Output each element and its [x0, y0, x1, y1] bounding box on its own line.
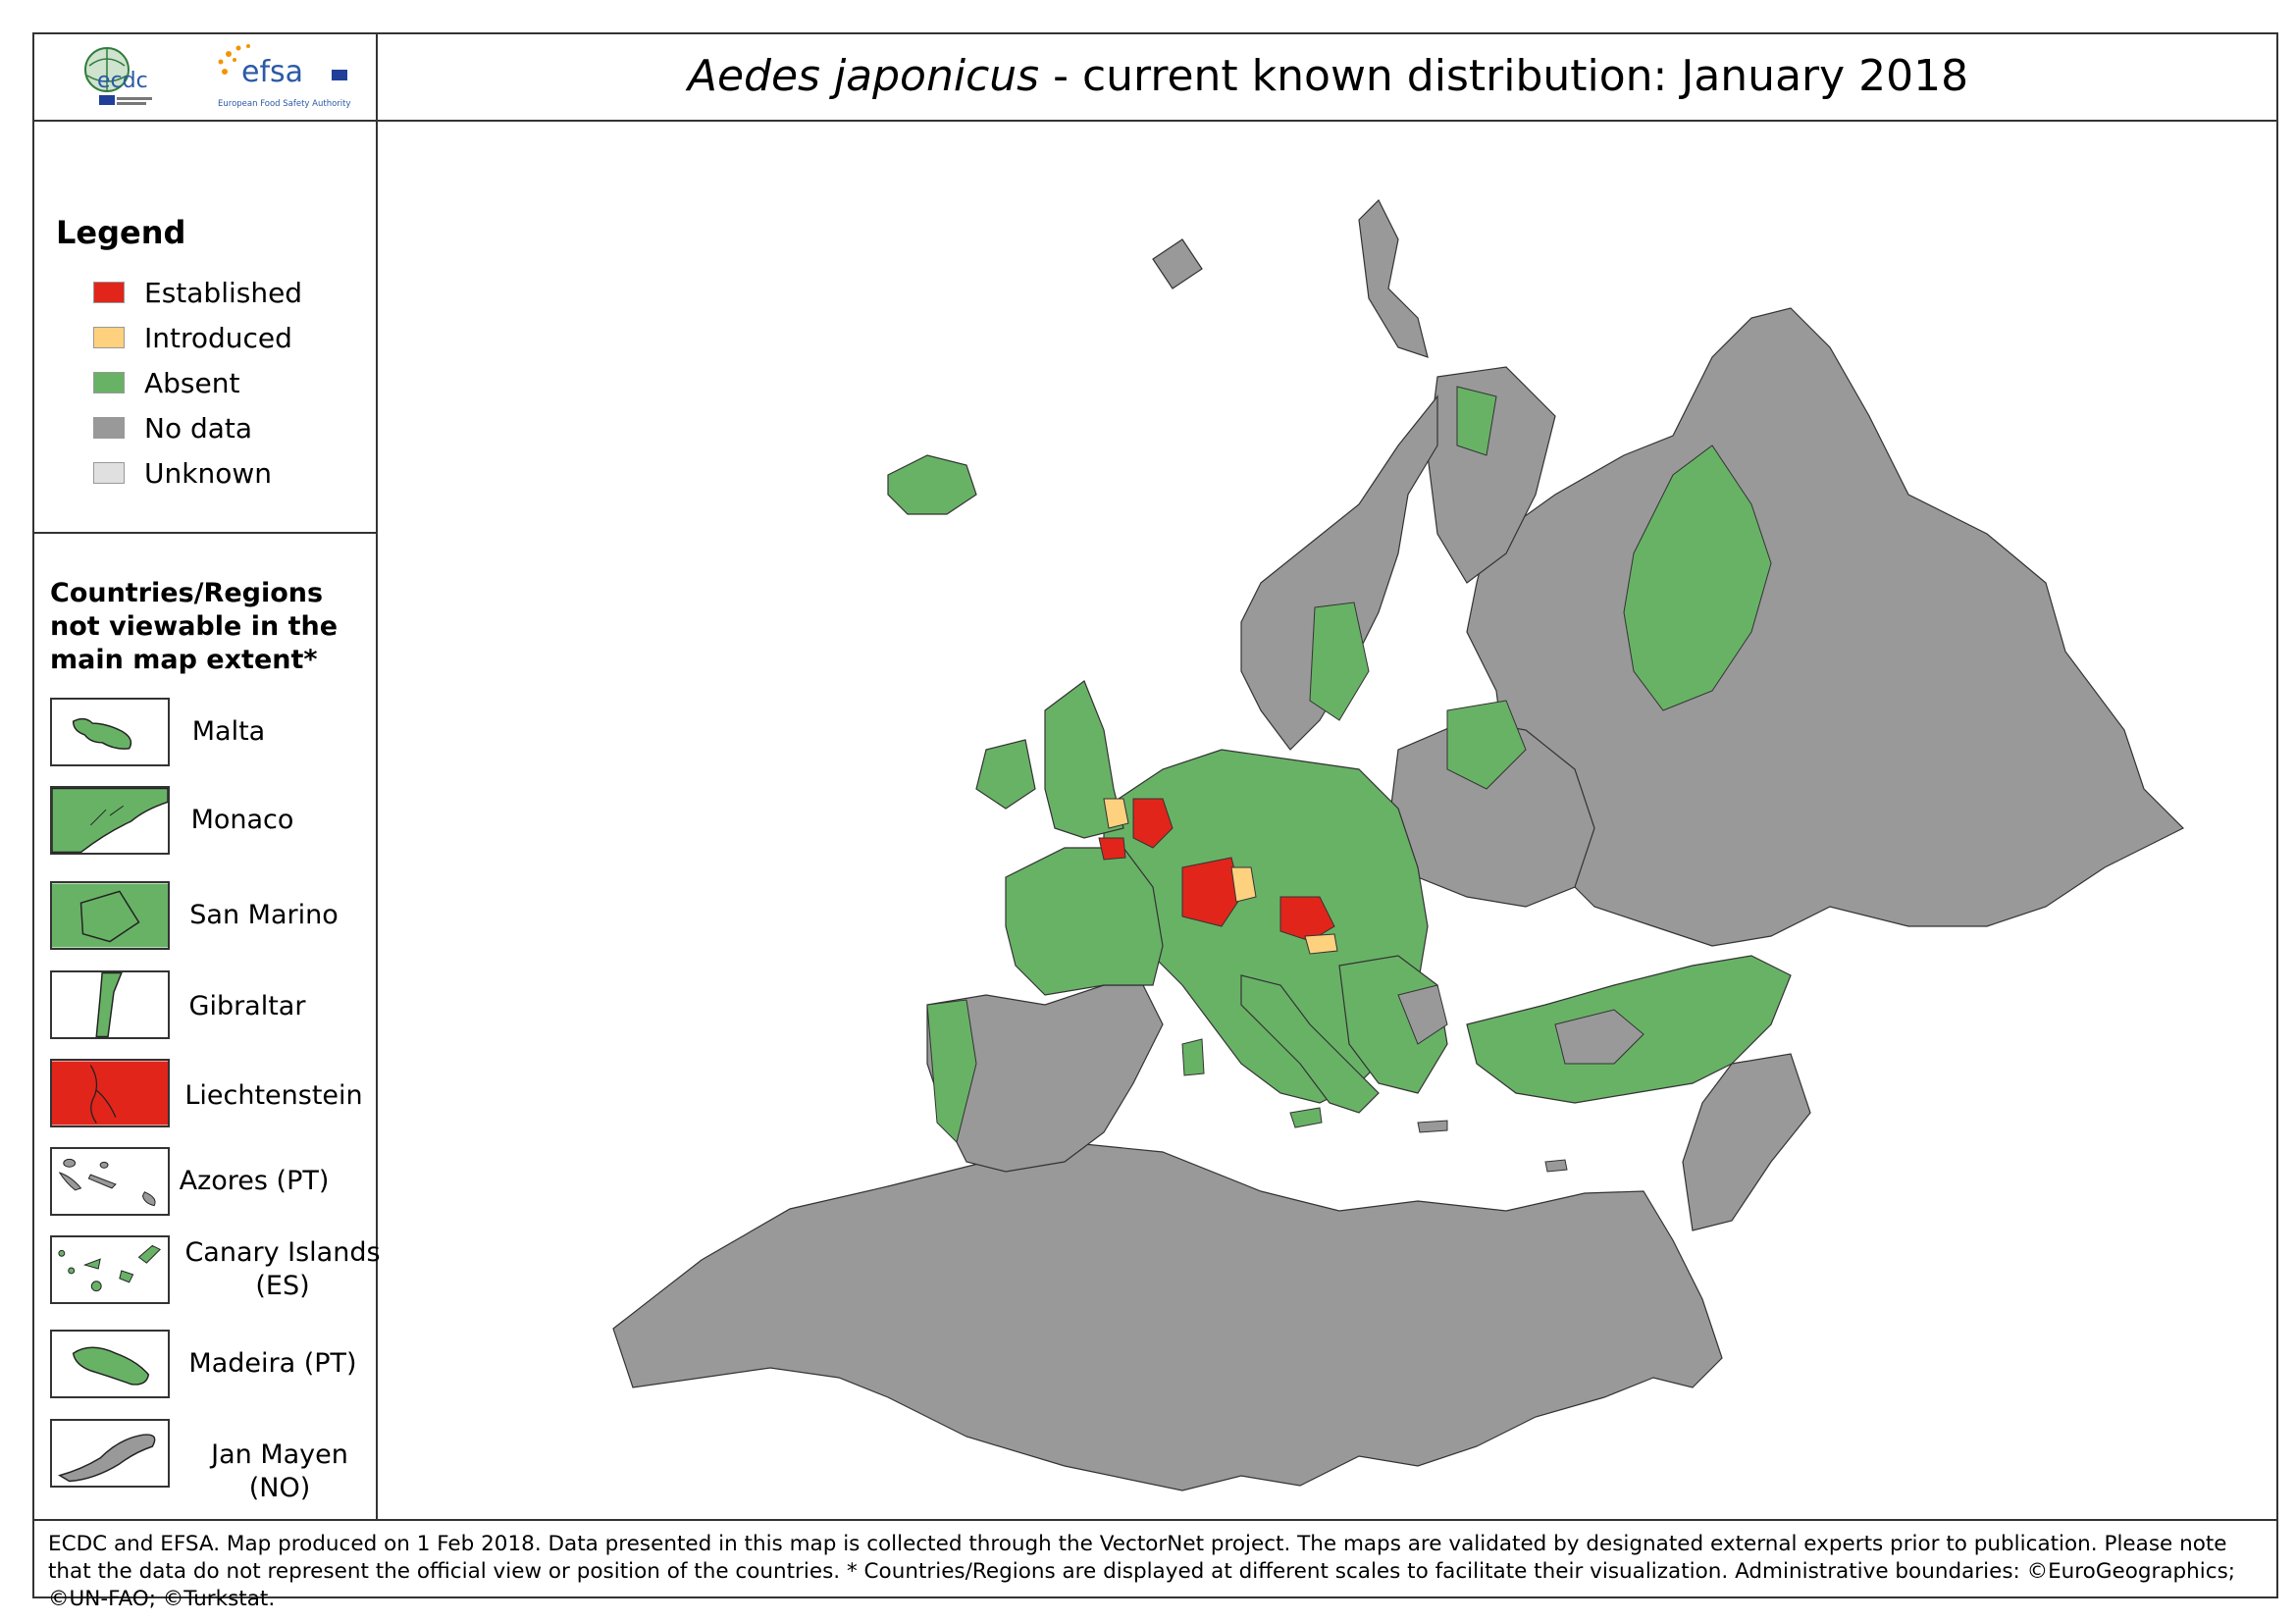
- belarus-absent-region: [1446, 700, 1527, 790]
- legend-swatch: [93, 417, 125, 439]
- inset-label-gibraltar: Gibraltar: [188, 991, 306, 1021]
- sicily-region: [1289, 1107, 1323, 1128]
- legend-swatch: [93, 462, 125, 484]
- regions-title: Countries/Regions not viewable in the ma…: [50, 578, 339, 675]
- efsa-logo-text: efsa: [241, 55, 303, 89]
- inset-jan-mayen: [50, 1419, 170, 1488]
- turkey-interior-region: [1554, 1009, 1644, 1065]
- map-title: Aedes japonicus - current known distribu…: [378, 32, 2278, 122]
- legend-label: Introduced: [144, 321, 292, 354]
- cyprus-region: [1544, 1159, 1568, 1173]
- ireland-region: [975, 739, 1036, 810]
- efsa-logo: efsa European Food Safety Authority: [218, 44, 351, 109]
- inset-label-liechtenstein: Liechtenstein: [184, 1080, 363, 1111]
- inset-label-azores: Azores (PT): [179, 1166, 330, 1196]
- sardinia-region: [1181, 1038, 1205, 1076]
- inset-canary-islands: [50, 1235, 170, 1304]
- inset-label-malta: Malta: [191, 716, 266, 747]
- ecdc-logo: ecdc: [84, 47, 152, 105]
- scandinavia-region: [1240, 394, 1438, 751]
- russia-absent-region: [1623, 445, 1772, 711]
- arctic-island-region: [1152, 238, 1203, 289]
- introduced-area: [1304, 933, 1338, 955]
- established-area: [1132, 798, 1174, 849]
- legend-item-absent: Absent: [93, 366, 240, 399]
- established-area: [1098, 837, 1126, 861]
- inset-san-marino: [50, 881, 170, 950]
- efsa-subtitle: European Food Safety Authority: [218, 99, 351, 109]
- italy-region: [1240, 974, 1380, 1114]
- legend-swatch: [93, 372, 125, 393]
- legend-label: Absent: [144, 366, 240, 399]
- finland-absent-region: [1456, 386, 1497, 456]
- map-footer: ECDC and EFSA. Map produced on 1 Feb 201…: [32, 1519, 2278, 1611]
- inset-gibraltar: [50, 970, 170, 1039]
- balkans-no-data-region: [1397, 984, 1448, 1045]
- inset-label-san-marino: San Marino: [189, 900, 339, 930]
- legend-item-introduced: Introduced: [93, 321, 292, 354]
- legend-label: Unknown: [144, 456, 272, 490]
- title-species: Aedes japonicus: [687, 51, 1040, 101]
- title-rest: - current known distribution: January 20…: [1039, 51, 1969, 101]
- established-area: [1181, 857, 1242, 927]
- legend-panel: [32, 122, 378, 1519]
- legend-title: Legend: [56, 214, 186, 251]
- map-frame: [32, 32, 2278, 1598]
- inset-madeira: [50, 1330, 170, 1398]
- legend-label: Established: [144, 276, 303, 309]
- legend-swatch: [93, 327, 125, 348]
- north-africa-region: [612, 1141, 1723, 1491]
- novaya-zemlya-region: [1358, 198, 1429, 358]
- ecdc-logo-text: ecdc: [97, 69, 148, 93]
- inset-monaco: [50, 786, 170, 855]
- inset-azores: [50, 1147, 170, 1216]
- sweden-absent-region: [1309, 602, 1370, 721]
- legend-swatch: [93, 282, 125, 303]
- middle-east-region: [1682, 1053, 1811, 1231]
- portugal-absent-region: [926, 999, 977, 1143]
- inset-label-jan-mayen: Jan Mayen (NO): [211, 1439, 348, 1503]
- france-region: [1005, 847, 1164, 996]
- legend-label: No data: [144, 411, 253, 445]
- inset-malta: [50, 698, 170, 766]
- legend-item-no-data: No data: [93, 411, 253, 445]
- logos: ecdc efsa European Food Safety Authority: [84, 44, 351, 109]
- legend-item-unknown: Unknown: [93, 456, 272, 490]
- inset-liechtenstein: [50, 1059, 170, 1127]
- distribution-map: [612, 198, 2185, 1491]
- inset-label-canary-islands: Canary Islands (ES): [184, 1237, 381, 1301]
- map-area: [378, 122, 2278, 1519]
- legend-divider: [32, 532, 378, 534]
- introduced-area: [1230, 866, 1257, 903]
- introduced-area: [1103, 798, 1129, 829]
- crete-region: [1417, 1120, 1448, 1133]
- iceland-region: [887, 454, 977, 515]
- legend-item-established: Established: [93, 276, 303, 309]
- established-area: [1279, 896, 1335, 942]
- logo-panel: ecdc efsa European Food Safety Authority: [32, 32, 378, 122]
- inset-label-madeira: Madeira (PT): [188, 1348, 357, 1379]
- inset-label-monaco: Monaco: [190, 805, 294, 835]
